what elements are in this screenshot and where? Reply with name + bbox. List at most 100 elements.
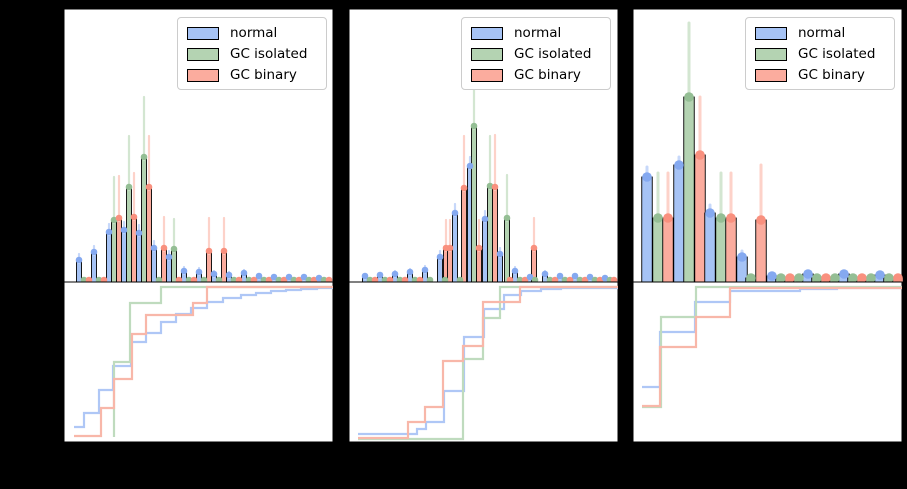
- bar-top-marker: [884, 273, 894, 283]
- bar-top-marker: [785, 273, 795, 283]
- bar-top-marker: [530, 244, 538, 252]
- bar-top-marker: [75, 256, 83, 264]
- bar-top-marker: [130, 213, 138, 221]
- bar-top-marker: [115, 214, 123, 222]
- bar-top-marker: [240, 269, 248, 277]
- bar-top-marker: [180, 267, 188, 275]
- bar-top-marker: [511, 267, 519, 275]
- bar-top-marker: [695, 150, 705, 160]
- legend-swatch-normal: [187, 27, 219, 40]
- hist-bar-GC-isolated: [171, 248, 177, 283]
- bar-top-marker: [839, 269, 849, 279]
- hist-bar-GC-binary: [221, 250, 227, 283]
- legend-label-gc-isolated: GC isolated: [514, 46, 592, 62]
- hist-bar-GC-isolated: [111, 219, 117, 283]
- bar-top-marker: [503, 214, 511, 222]
- bar-top-marker: [642, 172, 652, 182]
- bar-top-marker: [486, 182, 494, 190]
- bar-top-marker: [140, 153, 148, 161]
- bar-top-marker: [767, 271, 777, 281]
- bar-top-marker: [220, 247, 228, 255]
- legend-label-gc-isolated: GC isolated: [798, 46, 876, 62]
- legend-item-gc-isolated: GC isolated: [187, 44, 326, 65]
- legend-label-gc-binary: GC binary: [230, 67, 297, 83]
- legend-label-normal: normal: [514, 25, 562, 41]
- hist-bar-normal: [482, 218, 488, 283]
- bar-top-marker: [475, 244, 483, 252]
- bar-top-marker: [135, 229, 143, 237]
- bar-top-marker: [746, 273, 756, 283]
- hist-bar-normal: [91, 251, 97, 283]
- bar-top-marker: [90, 248, 98, 256]
- bar-top-marker: [705, 208, 715, 218]
- bar-top-marker: [875, 270, 885, 280]
- bar-top-marker: [460, 184, 468, 192]
- bar-top-marker: [794, 273, 804, 283]
- bar-top-marker: [776, 273, 786, 283]
- legend-item-normal: normal: [471, 23, 610, 44]
- hist-bar-normal: [497, 253, 503, 283]
- bar-top-marker: [376, 271, 384, 279]
- bar-top-marker: [601, 274, 609, 282]
- bar-top-marker: [165, 253, 173, 261]
- legend-item-gc-binary: GC binary: [187, 65, 326, 86]
- cdf-line-GC-binary: [74, 285, 333, 438]
- hist-bar-normal: [106, 231, 112, 283]
- legend-swatch-gc-binary: [187, 69, 219, 82]
- bar-top-marker: [857, 273, 867, 283]
- hist-bar-GC-isolated: [487, 185, 493, 283]
- legend-swatch-normal: [471, 27, 503, 40]
- bar-top-marker: [470, 122, 478, 130]
- hist-bar-GC-binary: [662, 217, 674, 283]
- legend-label-normal: normal: [798, 25, 846, 41]
- bar-top-marker: [421, 266, 429, 274]
- bar-top-marker: [830, 273, 840, 283]
- hist-bar-GC-isolated: [471, 125, 477, 283]
- bar-top-marker: [848, 273, 858, 283]
- hist-bar-GC-isolated: [141, 156, 147, 283]
- bar-top-marker: [893, 273, 903, 283]
- bar-top-marker: [866, 273, 876, 283]
- hist-bar-GC-binary: [492, 186, 498, 283]
- legend-label-gc-isolated: GC isolated: [230, 46, 308, 62]
- hist-bar-GC-isolated: [683, 96, 695, 283]
- bar-top-marker: [120, 226, 128, 234]
- bar-top-marker: [160, 244, 168, 252]
- hist-bar-normal: [641, 176, 653, 283]
- bar-top-marker: [406, 268, 414, 276]
- bar-top-marker: [684, 92, 694, 102]
- hist-bar-GC-binary: [447, 247, 453, 283]
- bar-top-marker: [225, 271, 233, 279]
- bar-top-marker: [803, 269, 813, 279]
- bar-top-marker: [300, 273, 308, 281]
- legend-item-normal: normal: [755, 23, 894, 44]
- hist-bar-normal: [673, 164, 685, 283]
- legend-item-normal: normal: [187, 23, 326, 44]
- bar-top-marker: [812, 273, 822, 283]
- bar-top-marker: [446, 244, 454, 252]
- bar-top-marker: [571, 272, 579, 280]
- bar-top-marker: [361, 272, 369, 280]
- hist-bar-GC-isolated: [652, 217, 664, 283]
- legend-label-gc-binary: GC binary: [514, 67, 581, 83]
- legend-swatch-gc-isolated: [187, 48, 219, 61]
- bar-top-marker: [737, 252, 747, 262]
- legend-label-normal: normal: [230, 25, 278, 41]
- hist-bar-GC-isolated: [715, 217, 727, 283]
- bar-top-marker: [270, 273, 278, 281]
- bar-top-marker: [285, 273, 293, 281]
- hist-bar-GC-isolated: [504, 217, 510, 283]
- legend-swatch-gc-binary: [471, 69, 503, 82]
- hist-bar-GC-isolated: [126, 186, 132, 283]
- hist-bar-GC-binary: [694, 154, 706, 283]
- cdf-line-GC-binary: [642, 286, 902, 408]
- legend-right: normal GC isolated GC binary: [745, 17, 895, 90]
- bar-top-marker: [205, 247, 213, 255]
- bar-top-marker: [756, 215, 766, 225]
- bar-top-marker: [481, 215, 489, 223]
- bar-top-marker: [150, 244, 158, 252]
- bar-top-marker: [541, 270, 549, 278]
- bar-top-marker: [210, 270, 218, 278]
- bar-top-marker: [496, 250, 504, 258]
- hist-bar-normal: [136, 232, 142, 283]
